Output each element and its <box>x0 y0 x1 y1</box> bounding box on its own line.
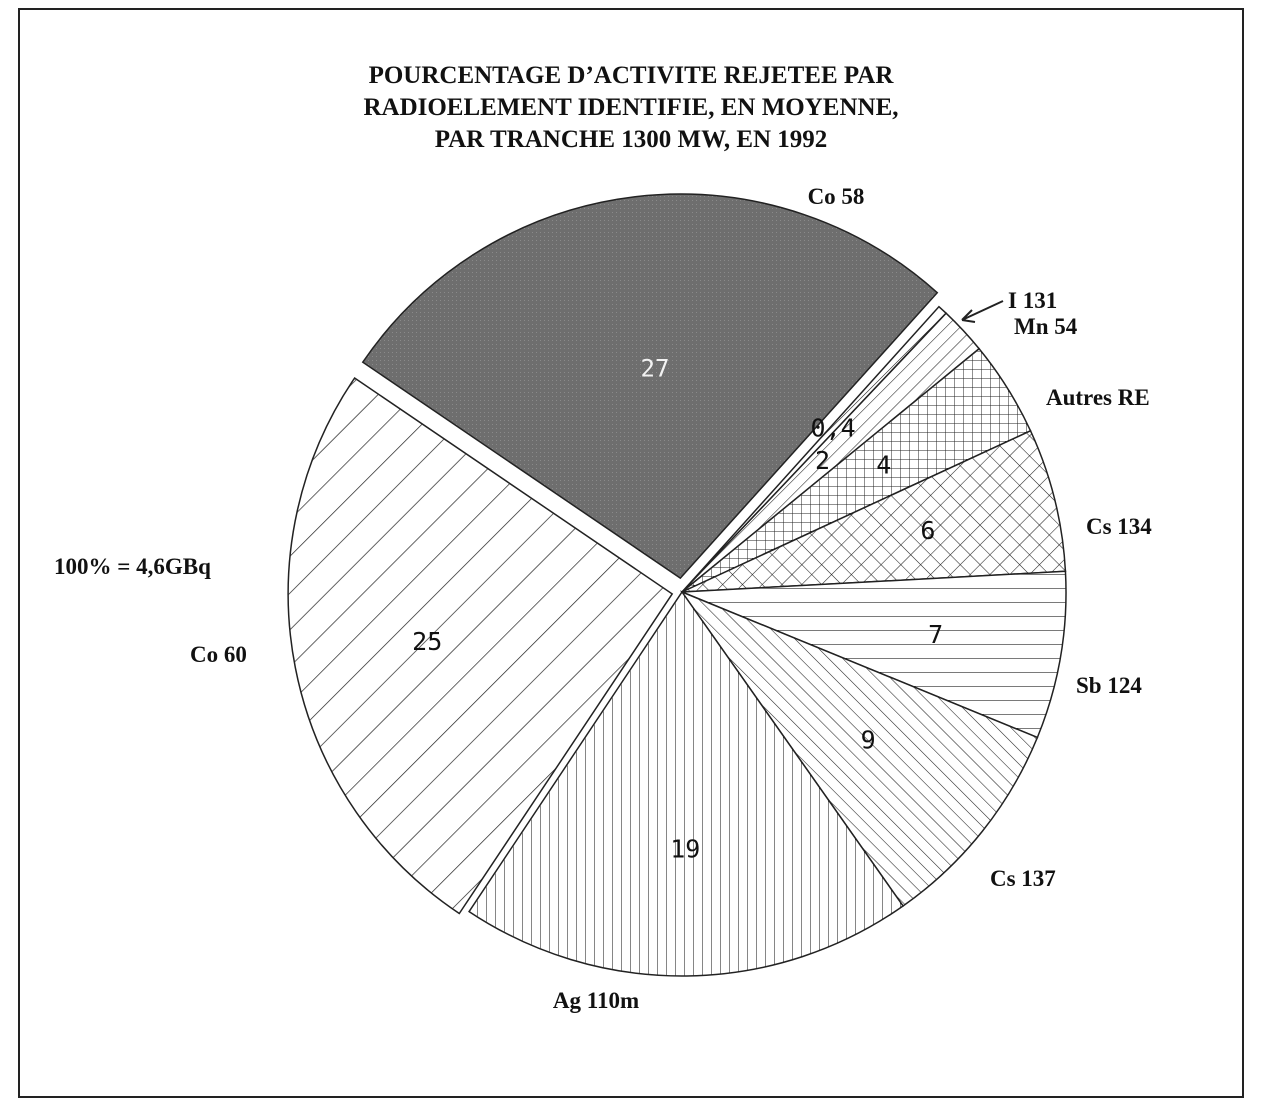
slice-name-co-58: Co 58 <box>808 184 865 209</box>
slice-name-co-60: Co 60 <box>190 642 247 667</box>
pie-slice-cs-137 <box>679 590 1039 908</box>
value-label-mn-54: 2 <box>815 446 830 475</box>
total-note: 100% = 4,6GBq <box>54 554 211 579</box>
chart-title-line-2: RADIOELEMENT IDENTIFIE, EN MOYENNE, <box>363 94 899 121</box>
slice-name-sb-124: Sb 124 <box>1076 673 1142 698</box>
pie-slice-co-58 <box>361 193 939 580</box>
value-label-autres-re: 4 <box>876 451 891 480</box>
chart-title-line-1: POURCENTAGE D’ACTIVITE REJETEE PAR <box>368 62 894 89</box>
slice-name-i-131: I 131 <box>1008 288 1057 313</box>
chart-frame <box>18 8 1244 1098</box>
slice-name-mn-54: Mn 54 <box>1014 314 1078 339</box>
pie-slice-ag-110m <box>468 590 905 977</box>
slice-name-autres-re: Autres RE <box>1046 385 1150 410</box>
pie-slice-sb-124 <box>681 570 1067 739</box>
value-label-ag-110m: 19 <box>670 834 700 863</box>
value-label-cs-134: 6 <box>920 516 935 545</box>
pie-slice-co-60 <box>287 376 674 915</box>
value-label-sb-124: 7 <box>928 620 943 649</box>
value-label-cs-137: 9 <box>861 725 876 754</box>
value-label-co-58: 27 <box>641 354 670 382</box>
value-label-co-60: 25 <box>412 627 442 656</box>
slice-name-cs-134: Cs 134 <box>1086 514 1152 539</box>
slice-name-ag-110m: Ag 110m <box>553 988 639 1013</box>
pie-slice-cs-134 <box>681 429 1067 593</box>
slice-name-cs-137: Cs 137 <box>990 866 1056 891</box>
chart-title-line-3: PAR TRANCHE 1300 MW, EN 1992 <box>434 126 828 153</box>
value-label-i-131: 0,4 <box>811 413 856 442</box>
i131-pointer-arrow <box>961 300 1004 323</box>
